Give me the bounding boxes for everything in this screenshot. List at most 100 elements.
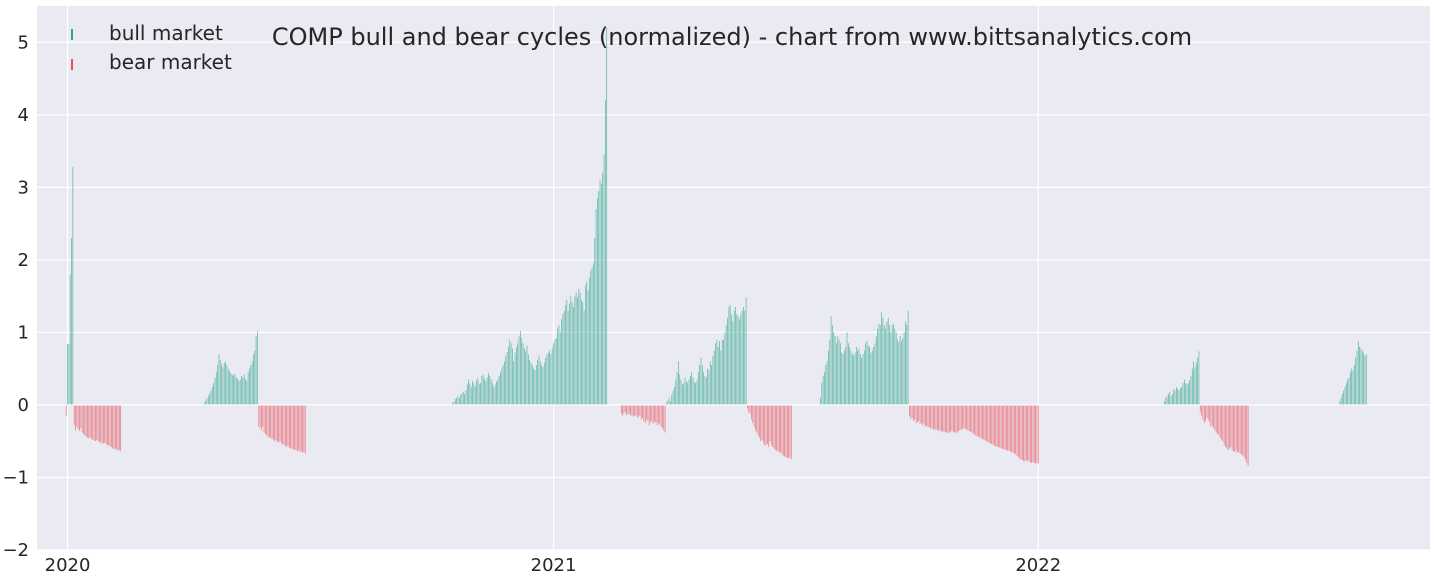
bear-bar xyxy=(790,404,792,460)
bear-bar xyxy=(984,404,986,441)
bear-bar xyxy=(913,404,914,421)
bull-bar xyxy=(899,336,901,405)
bear-bar xyxy=(1003,404,1005,450)
bull-bar xyxy=(591,267,593,405)
bull-bar xyxy=(674,386,675,405)
bear-bar xyxy=(642,404,643,418)
bull-bar xyxy=(226,365,228,405)
bear-bar xyxy=(955,404,957,434)
bull-bar xyxy=(712,355,714,405)
bear-bar xyxy=(100,404,102,443)
bull-bar xyxy=(871,350,873,405)
bull-bar xyxy=(741,310,743,405)
bull-bar xyxy=(875,336,877,405)
bear-bar xyxy=(269,404,270,437)
bull-bar xyxy=(595,209,597,405)
bear-bar xyxy=(751,404,752,420)
bull-bar xyxy=(462,391,464,405)
bull-bar xyxy=(1364,355,1366,405)
bull-bar xyxy=(723,339,724,405)
bear-bar xyxy=(782,404,784,456)
bear-bar xyxy=(980,404,982,439)
bear-bar xyxy=(761,404,763,440)
bull-bar xyxy=(874,343,876,405)
bear-bar xyxy=(960,404,962,430)
bear-bar xyxy=(968,404,970,432)
bull-bar xyxy=(581,299,582,405)
bull-bar xyxy=(237,378,238,405)
bear-bar xyxy=(265,404,266,434)
bull-bar xyxy=(836,343,837,405)
bull-bar xyxy=(1348,377,1350,405)
bull-bar xyxy=(221,364,222,405)
bear-bar xyxy=(655,404,657,423)
bear-bar xyxy=(108,404,110,446)
bull-bar xyxy=(247,372,249,405)
bear-bar xyxy=(992,404,994,445)
bull-bar xyxy=(512,348,513,405)
bull-bar xyxy=(833,332,835,405)
bear-bar xyxy=(926,404,928,426)
bull-bar xyxy=(1186,384,1188,405)
bear-bar xyxy=(1010,404,1011,452)
bull-bar xyxy=(1343,390,1345,405)
bear-bar xyxy=(659,404,661,425)
bear-bar xyxy=(764,404,766,446)
bull-bar xyxy=(534,370,536,405)
bull-bar xyxy=(675,379,677,405)
bull-bar xyxy=(481,375,483,405)
bear-bar xyxy=(92,404,94,440)
bull-bar xyxy=(211,386,213,405)
bull-bar xyxy=(848,343,849,405)
bull-bar xyxy=(482,374,484,405)
bear-bar xyxy=(1036,404,1038,463)
bear-bar xyxy=(271,404,273,440)
bear-bar xyxy=(748,404,750,413)
bull-bar xyxy=(716,339,718,405)
bull-bar xyxy=(514,352,516,405)
bear-bar xyxy=(276,404,278,442)
bear-bar xyxy=(1000,404,1002,449)
bear-bar xyxy=(79,404,80,432)
bear-bar xyxy=(991,404,993,445)
bear-bar xyxy=(1029,404,1031,463)
bull-bar xyxy=(545,357,546,405)
bull-bar xyxy=(1349,372,1351,405)
bull-bar xyxy=(704,375,706,405)
bull-bar xyxy=(255,336,257,405)
bull-bar xyxy=(505,355,507,405)
bull-bar xyxy=(606,27,608,405)
bear-bar xyxy=(103,404,104,444)
bull-bar xyxy=(589,278,590,405)
bull-bar xyxy=(543,362,545,405)
bear-bar xyxy=(998,404,999,447)
bull-bar xyxy=(523,348,525,405)
bull-bar xyxy=(587,290,589,405)
bull-bar xyxy=(599,180,601,405)
bear-bar xyxy=(112,404,114,449)
bull-bar xyxy=(554,339,556,405)
bull-bar xyxy=(472,381,473,405)
bull-bar xyxy=(227,368,229,405)
bull-bar xyxy=(737,316,739,405)
bull-bar xyxy=(558,325,560,405)
bear-bar xyxy=(99,404,100,442)
y-tick-label: −2 xyxy=(2,540,29,561)
bull-bar xyxy=(465,390,467,405)
bear-bar xyxy=(918,404,920,421)
bear-bar xyxy=(1225,404,1226,447)
bear-bar xyxy=(950,404,951,432)
bull-bar xyxy=(559,332,561,405)
bull-bar xyxy=(488,373,489,405)
bear-bar xyxy=(959,404,961,431)
bull-bar xyxy=(246,381,248,405)
bear-bar xyxy=(88,404,90,439)
bull-bar xyxy=(474,386,476,405)
bull-bar xyxy=(695,383,697,405)
bear-bar xyxy=(282,404,284,445)
bear-bar xyxy=(107,404,108,445)
bear-bar xyxy=(113,404,115,450)
bull-bar xyxy=(578,288,580,405)
bull-bar xyxy=(707,368,708,405)
bull-bar xyxy=(826,361,828,405)
